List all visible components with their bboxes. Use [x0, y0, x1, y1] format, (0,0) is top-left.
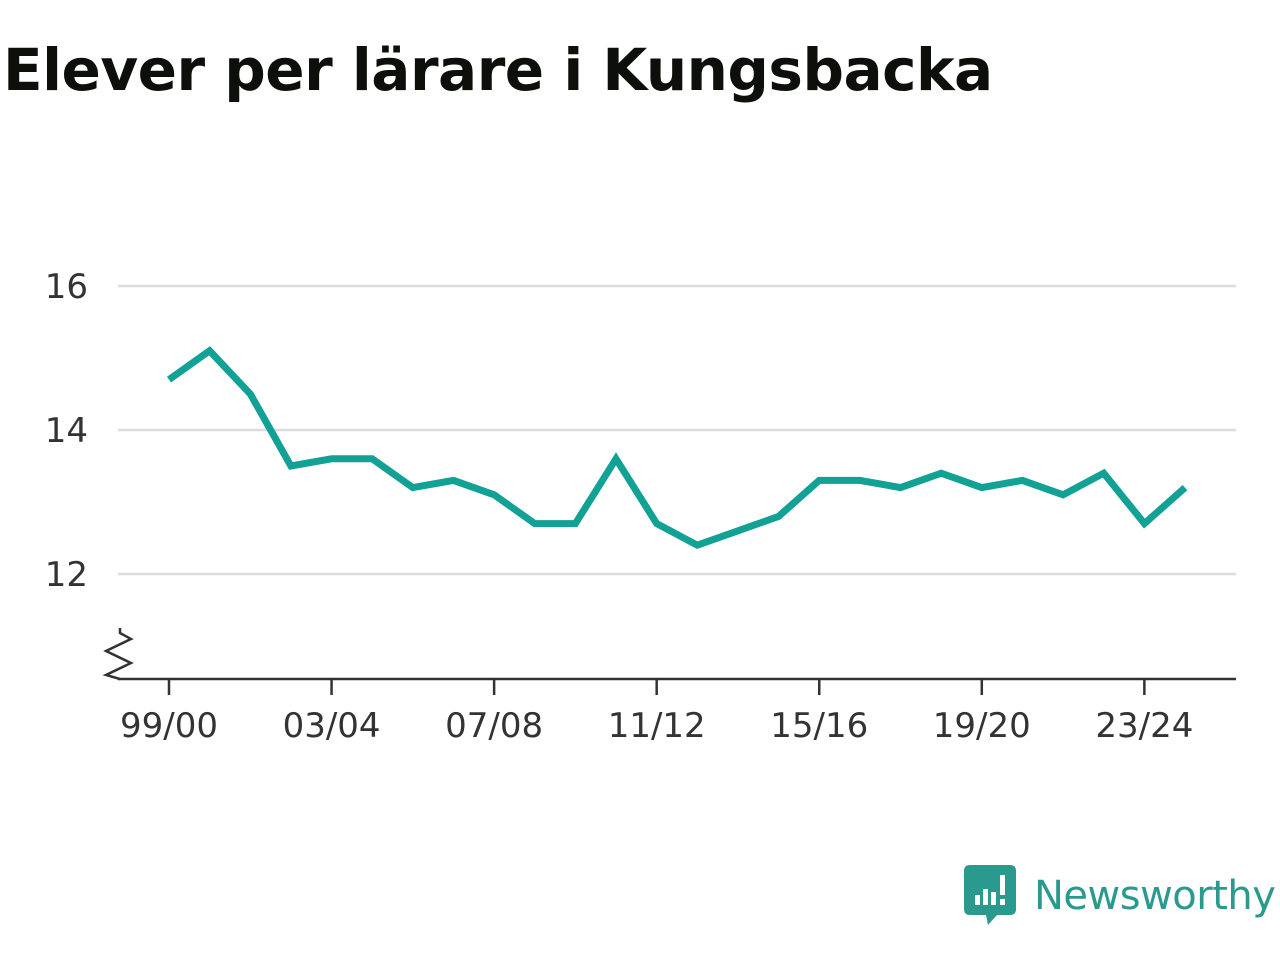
y-axis-break — [102, 628, 134, 681]
x-tick-label: 15/16 — [770, 706, 868, 746]
y-tick-label: 14 — [45, 411, 88, 451]
y-tick-label: 12 — [45, 555, 88, 595]
gridlines — [118, 284, 1236, 576]
newsworthy-logo-icon — [964, 865, 1016, 925]
brand-logo: Newsworthy — [964, 864, 1276, 928]
x-axis — [102, 628, 1236, 681]
x-tick-label: 23/24 — [1095, 706, 1193, 746]
brand-name: Newsworthy — [1034, 873, 1276, 919]
series-line — [166, 346, 1188, 550]
y-axis-ticks: 12 14 16 — [45, 267, 88, 595]
y-tick-label: 16 — [45, 267, 88, 307]
x-tick-label: 99/00 — [120, 706, 218, 746]
series — [166, 346, 1188, 550]
x-tick-label: 03/04 — [283, 706, 381, 746]
x-tick-label: 07/08 — [445, 706, 543, 746]
chart-title: Elever per lärare i Kungsbacka — [3, 36, 993, 104]
x-axis-ticks: 99/00 03/04 07/08 11/12 15/16 19/20 23/24 — [120, 679, 1193, 746]
x-tick-label: 11/12 — [608, 706, 706, 746]
x-tick-label: 19/20 — [933, 706, 1031, 746]
